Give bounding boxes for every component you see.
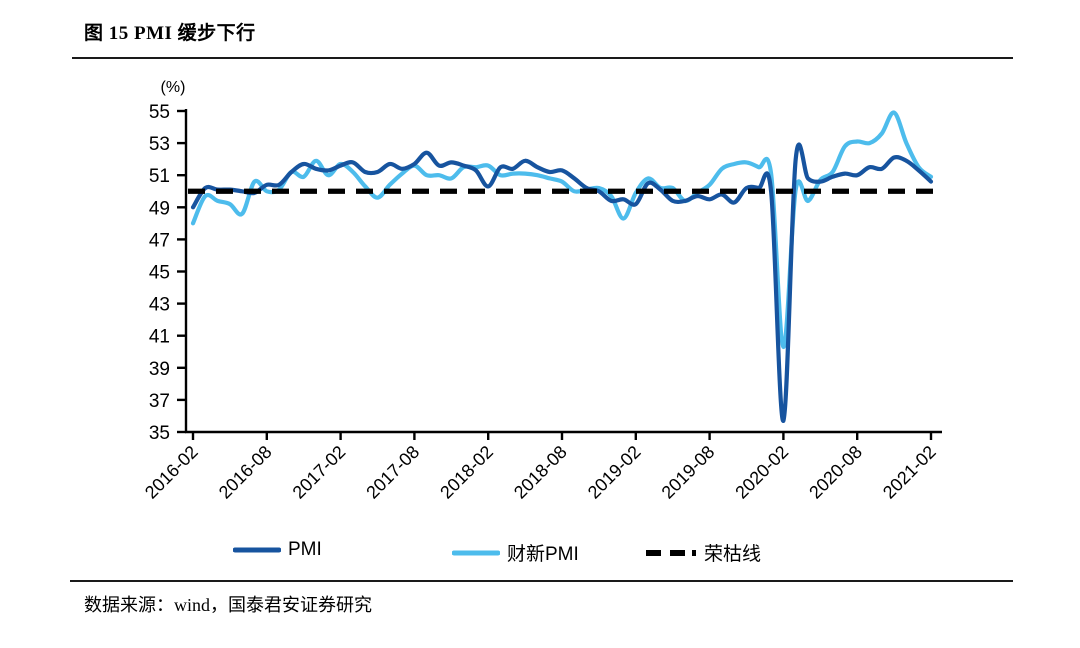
title-divider bbox=[72, 57, 1013, 59]
x-tick-label: 2019-08 bbox=[658, 442, 719, 503]
caixin-pmi-line-swatch bbox=[452, 550, 500, 555]
x-tick-label: 2020-08 bbox=[805, 442, 866, 503]
x-tick-label: 2017-02 bbox=[289, 442, 350, 503]
pmi-line-swatch bbox=[233, 547, 281, 553]
y-tick-label: 45 bbox=[149, 263, 170, 284]
x-tick-label: 2017-08 bbox=[362, 442, 423, 503]
y-tick-label: 51 bbox=[149, 166, 170, 187]
series-line-pmi bbox=[190, 142, 934, 423]
legend-label-caixin-pmi: 财新PMI bbox=[507, 544, 579, 565]
legend-label-boom-bust-line: 荣枯线 bbox=[704, 544, 762, 565]
y-tick-label: 35 bbox=[149, 423, 170, 444]
y-tick-label: 39 bbox=[149, 359, 170, 380]
data-source: 数据来源：wind，国泰君安证券研究 bbox=[84, 595, 372, 615]
legend-item-boom-bust-line: 荣枯线 bbox=[645, 539, 761, 566]
y-tick-label: 49 bbox=[149, 198, 170, 219]
figure-title: 图 15 PMI 缓步下行 bbox=[84, 23, 256, 44]
series-line-caixin-pmi bbox=[190, 110, 934, 350]
y-tick-label: 43 bbox=[149, 295, 170, 316]
legend-label-pmi: PMI bbox=[288, 539, 322, 560]
x-tick-label: 2018-02 bbox=[436, 442, 497, 503]
boom-bust-line-swatch bbox=[646, 549, 696, 556]
x-tick-label: 2020-02 bbox=[731, 442, 792, 503]
y-axis-unit-label: (%) bbox=[161, 79, 186, 96]
legend-item-pmi: PMI bbox=[233, 539, 322, 561]
y-tick-label: 47 bbox=[149, 230, 170, 251]
y-tick-label: 37 bbox=[149, 391, 170, 412]
x-tick-label: 2018-08 bbox=[510, 442, 571, 503]
x-tick-label: 2019-02 bbox=[584, 442, 645, 503]
x-tick-label: 2016-08 bbox=[215, 442, 276, 503]
y-tick-label: 55 bbox=[149, 102, 170, 123]
x-tick-label: 2016-02 bbox=[141, 442, 202, 503]
x-tick-label: 2021-02 bbox=[879, 442, 940, 503]
y-tick-label: 41 bbox=[149, 327, 170, 348]
footer-divider bbox=[70, 580, 1013, 582]
axes bbox=[177, 109, 942, 440]
y-tick-label: 53 bbox=[149, 134, 170, 155]
legend-item-caixin-pmi: 财新PMI bbox=[452, 539, 579, 566]
